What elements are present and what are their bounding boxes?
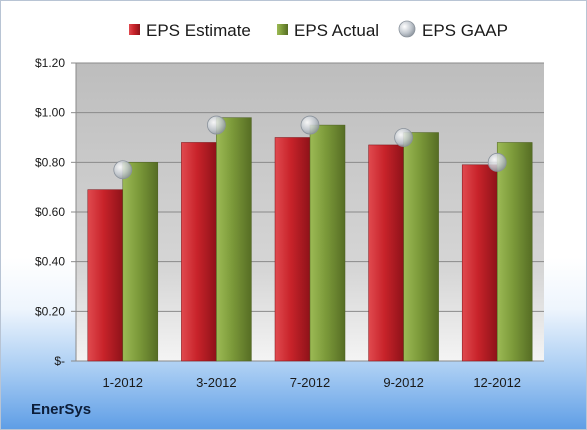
- legend-label: EPS Estimate: [146, 21, 251, 40]
- company-name: EnerSys: [31, 401, 92, 418]
- x-tick-label: 7-2012: [290, 375, 330, 390]
- x-tick-label: 9-2012: [383, 375, 423, 390]
- y-tick-label: $1.20: [35, 56, 65, 70]
- point-eps-gaap: [300, 115, 320, 135]
- bar-eps-actual: [309, 124, 346, 362]
- bar-eps-actual: [403, 132, 439, 362]
- bar-eps-estimate: [368, 144, 404, 362]
- y-tick-label: $0.20: [35, 304, 65, 318]
- bar-eps-estimate: [87, 189, 124, 362]
- x-tick-label: 3-2012: [196, 375, 236, 390]
- bar-eps-actual: [122, 162, 159, 362]
- y-axis-labels: $- $0.20 $0.40 $0.60 $0.80 $1.00 $1.20: [35, 56, 65, 368]
- bar-eps-estimate: [274, 137, 311, 362]
- y-tick-label: $0.80: [35, 155, 65, 169]
- legend-label: EPS GAAP: [422, 21, 508, 40]
- legend-swatch: [277, 24, 288, 35]
- x-axis-labels: 1-2012 3-2012 7-2012 9-2012 12-2012: [103, 375, 522, 390]
- x-tick-label: 12-2012: [473, 375, 521, 390]
- bar-eps-actual: [216, 117, 252, 362]
- point-eps-gaap: [206, 115, 226, 135]
- legend: EPS Estimate EPS Actual EPS GAAP: [129, 20, 508, 40]
- legend-swatch: [129, 24, 140, 35]
- bar-eps-estimate: [461, 164, 498, 362]
- point-eps-gaap: [394, 128, 414, 147]
- y-tick-label: $0.60: [35, 205, 65, 219]
- legend-label: EPS Actual: [294, 21, 379, 40]
- x-tick-label: 1-2012: [103, 375, 143, 390]
- y-tick-label: $0.40: [35, 255, 65, 269]
- bars: [87, 117, 533, 362]
- y-tick-label: $-: [54, 354, 65, 368]
- point-eps-gaap: [113, 160, 133, 180]
- bar-eps-estimate: [181, 142, 217, 362]
- gaap-points: [113, 115, 507, 180]
- y-tick-label: $1.00: [35, 106, 65, 120]
- legend-swatch: [398, 20, 416, 38]
- bar-eps-actual: [496, 142, 533, 362]
- point-eps-gaap: [487, 152, 507, 172]
